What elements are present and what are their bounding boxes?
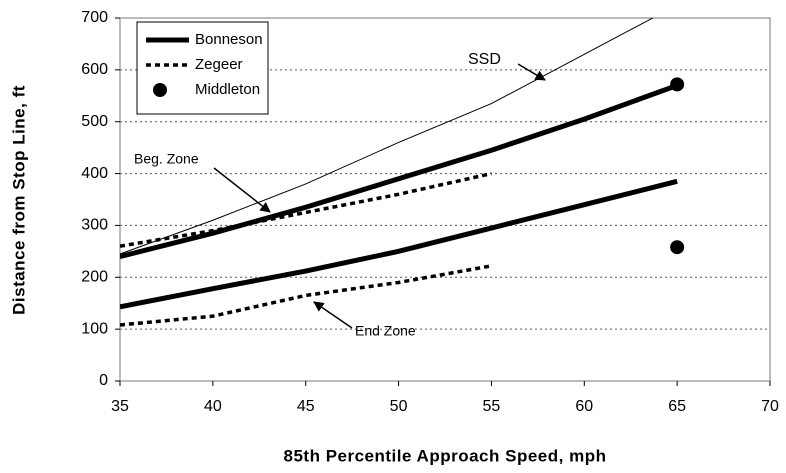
x-tick-label: 50 xyxy=(390,398,408,415)
reference-line xyxy=(120,18,654,255)
data-point xyxy=(670,77,685,92)
legend-label: Middleton xyxy=(195,81,260,98)
x-tick-label: 65 xyxy=(668,398,686,415)
y-tick-label: 200 xyxy=(81,269,108,286)
series-line xyxy=(120,83,678,259)
series-line xyxy=(120,171,492,248)
series-line xyxy=(120,178,678,310)
legend-box xyxy=(136,21,269,115)
annotation-arrow xyxy=(213,167,271,213)
y-tick-label: 100 xyxy=(81,320,108,337)
y-tick-label: 700 xyxy=(81,9,108,26)
x-axis-title: 85th Percentile Approach Speed, mph xyxy=(284,446,607,465)
annotation: End Zone xyxy=(355,323,416,339)
x-tick-label: 70 xyxy=(761,398,779,415)
legend-label: Bonneson xyxy=(195,31,263,48)
y-tick-label: 400 xyxy=(81,165,108,182)
y-tick-label: 0 xyxy=(99,372,108,389)
legend-label: Zegeer xyxy=(195,56,243,73)
annotation: Beg. Zone xyxy=(134,151,199,167)
y-axis-title: Distance from Stop Line, ft xyxy=(9,85,28,315)
y-tick-label: 500 xyxy=(81,113,108,130)
annotation-arrow xyxy=(517,63,546,81)
y-tick-label: 600 xyxy=(81,61,108,78)
x-tick-label: 45 xyxy=(297,398,315,415)
annotation: SSD xyxy=(468,51,501,68)
x-tick-label: 60 xyxy=(575,398,593,415)
legend-symbol xyxy=(153,83,167,97)
plot-frame xyxy=(119,17,771,382)
x-tick-label: 35 xyxy=(111,398,129,415)
x-tick-label: 55 xyxy=(483,398,501,415)
y-tick-label: 300 xyxy=(81,217,108,234)
annotation-arrow xyxy=(313,301,353,329)
data-point xyxy=(670,240,685,255)
x-tick-label: 40 xyxy=(204,398,222,415)
